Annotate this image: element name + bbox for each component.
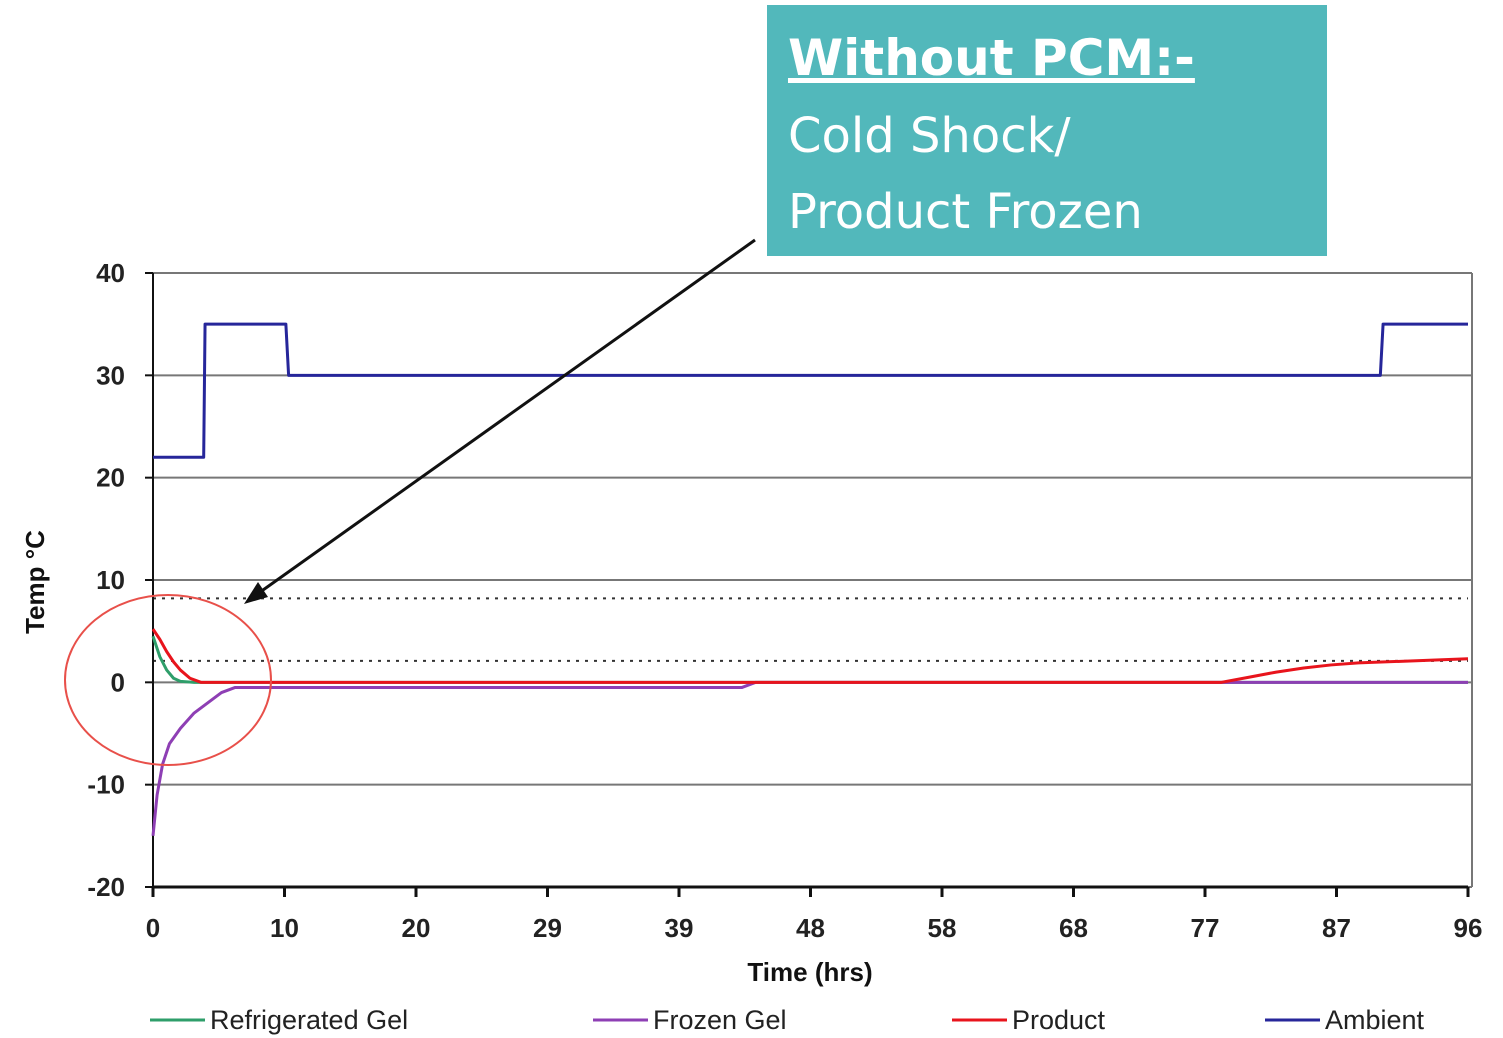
y-tick-label: 20 [96,463,125,493]
y-tick-label: 30 [96,360,125,390]
annotation-line: Product Frozen [788,184,1143,240]
series-line [151,628,1469,684]
series-line [153,322,1468,459]
x-tick-label: 39 [665,913,694,943]
x-tick-label: 48 [796,913,825,943]
x-tick-label: 77 [1191,913,1220,943]
highlight-circle [64,594,272,766]
arrow-head [244,582,268,604]
legend-label: Refrigerated Gel [210,1005,408,1035]
y-tick-label: 10 [96,565,125,595]
x-axis-label: Time (hrs) [747,957,872,987]
series-line [151,680,1468,836]
x-tick-label: 68 [1059,913,1088,943]
arrow-line [255,238,756,597]
x-tick-label: 29 [533,913,562,943]
plot-area: -20 -10 0 10 20 30 40 0 10 20 29 39 48 58 68 77 87 96 [87,258,1482,943]
x-tick-label: 87 [1322,913,1351,943]
annotation-box [767,5,1327,256]
x-tick-label: 96 [1454,913,1483,943]
y-axis-label: Temp °C [20,530,50,634]
x-tick-label: 10 [270,913,299,943]
series-line [151,635,1468,684]
x-tick-label: 0 [146,913,160,943]
annotation-title: Without PCM:- [788,29,1195,87]
y-tick-label: 0 [111,667,125,697]
legend-label: Frozen Gel [653,1005,787,1035]
annotation-line: Cold Shock/ [788,108,1071,164]
y-tick-label: -20 [87,872,125,902]
y-tick-label: 40 [96,258,125,288]
x-tick-label: 58 [928,913,957,943]
y-tick-label: -10 [87,770,125,800]
x-tick-label: 20 [402,913,431,943]
legend-label: Product [1012,1005,1106,1035]
legend-label: Ambient [1325,1005,1425,1035]
